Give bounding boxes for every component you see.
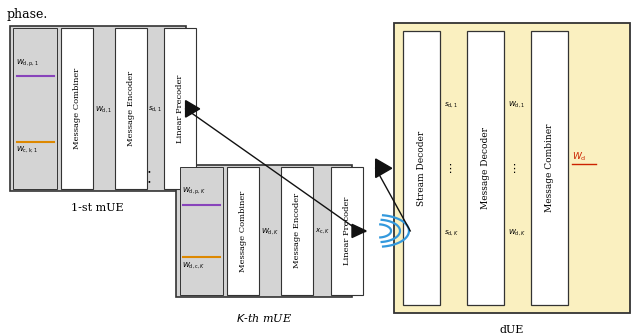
Bar	[281, 167, 313, 295]
Text: $W_{\mathrm{d,c,}K}$: $W_{\mathrm{d,c,}K}$	[182, 260, 205, 270]
Text: Message Combiner: Message Combiner	[73, 68, 81, 150]
Polygon shape	[186, 100, 200, 117]
Bar	[394, 23, 630, 313]
Text: $s_{\mathrm{d,}K}$: $s_{\mathrm{d,}K}$	[444, 227, 458, 237]
Bar	[403, 31, 440, 305]
Bar	[331, 167, 363, 295]
Text: Linear Precoder: Linear Precoder	[343, 197, 351, 265]
Text: Message Decoder: Message Decoder	[481, 127, 490, 209]
Bar	[176, 165, 352, 297]
Text: 1-st mUE: 1-st mUE	[71, 203, 124, 213]
Text: ⋅: ⋅	[147, 164, 151, 179]
Polygon shape	[352, 224, 366, 238]
Text: $\vdots$: $\vdots$	[508, 162, 516, 175]
Text: $W_{\mathrm{d,1}}$: $W_{\mathrm{d,1}}$	[508, 99, 525, 109]
Bar	[164, 28, 196, 190]
Bar	[467, 31, 504, 305]
Text: Message Combiner: Message Combiner	[545, 124, 554, 212]
Text: Message Encoder: Message Encoder	[293, 193, 301, 268]
Text: Linear Precoder: Linear Precoder	[177, 75, 184, 143]
Bar	[10, 27, 186, 191]
Text: $s_{\mathrm{d,1}}$: $s_{\mathrm{d,1}}$	[148, 104, 163, 113]
Bar	[180, 167, 223, 295]
Bar	[61, 28, 93, 190]
Text: Message Combiner: Message Combiner	[239, 190, 247, 271]
Text: $W_{\mathrm{d}}$: $W_{\mathrm{d}}$	[572, 151, 586, 163]
Text: $\vdots$: $\vdots$	[444, 162, 452, 175]
Text: $W_{\mathrm{d,1}}$: $W_{\mathrm{d,1}}$	[95, 104, 112, 114]
Bar	[227, 167, 259, 295]
Text: dUE: dUE	[500, 325, 524, 335]
Text: ⋅: ⋅	[147, 174, 151, 189]
Text: $x_{\mathrm{c,}K}$: $x_{\mathrm{c,}K}$	[315, 226, 330, 236]
Bar	[531, 31, 568, 305]
Polygon shape	[376, 159, 392, 177]
Bar	[115, 28, 147, 190]
Text: $W_{\mathrm{d,p,1}}$: $W_{\mathrm{d,p,1}}$	[16, 57, 39, 69]
Text: $W_{\mathrm{d,}K}$: $W_{\mathrm{d,}K}$	[508, 227, 525, 237]
Text: $W_{\mathrm{d,p,}K}$: $W_{\mathrm{d,p,}K}$	[182, 186, 206, 197]
Bar	[13, 28, 57, 190]
Text: $K$-th mUE: $K$-th mUE	[236, 312, 292, 324]
Text: $s_{\mathrm{d,1}}$: $s_{\mathrm{d,1}}$	[444, 100, 458, 109]
Text: phase.: phase.	[6, 8, 47, 21]
Text: Message Encoder: Message Encoder	[127, 71, 134, 146]
Text: $W_{\mathrm{d,}K}$: $W_{\mathrm{d,}K}$	[261, 226, 279, 236]
Text: Stream Decoder: Stream Decoder	[417, 131, 426, 206]
Text: $W_{\mathrm{c,k,1}}$: $W_{\mathrm{c,k,1}}$	[16, 144, 38, 155]
